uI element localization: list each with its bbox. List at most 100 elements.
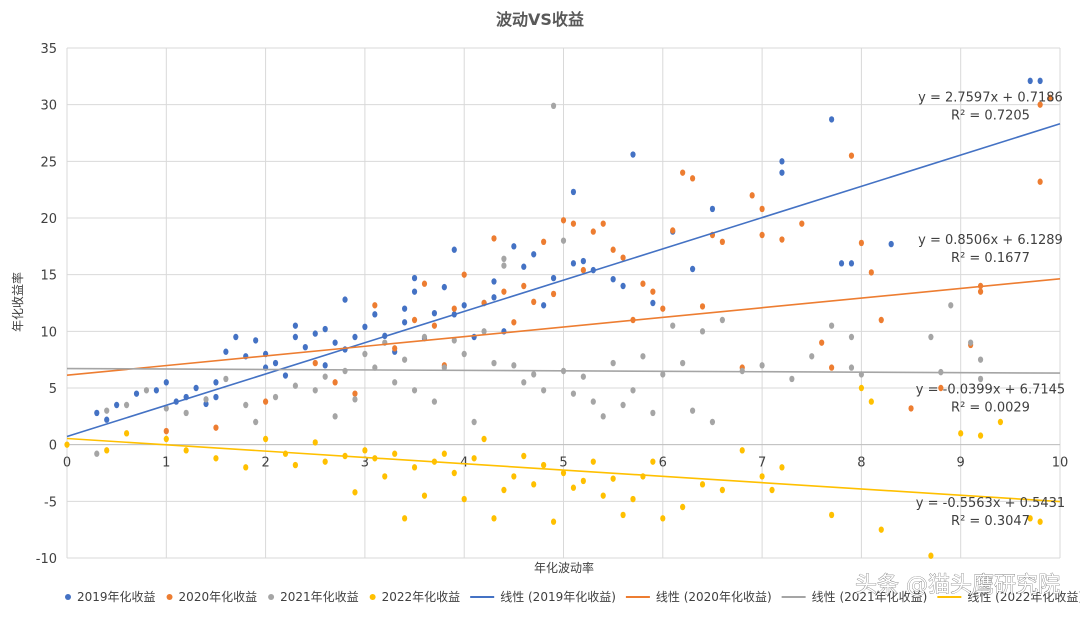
data-point (531, 298, 537, 306)
data-point (650, 409, 656, 417)
data-point (471, 455, 477, 462)
y-tick-label: 30 (40, 99, 57, 114)
x-tick-label: 9 (957, 456, 965, 471)
data-point (670, 227, 676, 234)
data-point (461, 495, 467, 503)
data-point (183, 409, 189, 417)
data-point (570, 188, 577, 196)
data-point (1037, 77, 1043, 85)
data-point (352, 396, 358, 403)
trendline-equation: y = -0.5563x + 0.5431 (916, 496, 1065, 511)
legend-label: 线性 (2022年化收益) (967, 590, 1080, 604)
data-point (590, 228, 596, 235)
data-point (253, 337, 259, 344)
data-point (977, 432, 984, 439)
data-point (848, 333, 855, 341)
data-point (431, 398, 438, 405)
y-tick-label: 10 (40, 325, 57, 340)
trendline-r2: R² = 0.7205 (951, 108, 1030, 123)
trendline-r2: R² = 0.0029 (951, 401, 1030, 416)
data-point (104, 407, 110, 414)
data-point (521, 452, 527, 460)
data-point (580, 373, 586, 380)
data-point (1037, 101, 1043, 108)
data-point (94, 409, 100, 417)
data-point (332, 379, 338, 386)
data-point (411, 464, 418, 471)
legend-label: 线性 (2019年化收益) (500, 590, 616, 604)
data-point (163, 379, 169, 386)
data-point (1037, 518, 1043, 525)
data-point (461, 302, 467, 309)
data-point (739, 447, 745, 454)
data-point (531, 481, 537, 488)
data-point (491, 278, 497, 285)
legend-label: 线性 (2020年化收益) (656, 590, 772, 604)
data-point (888, 240, 894, 248)
legend-label: 2019年化收益 (77, 590, 156, 604)
data-point (570, 390, 577, 397)
watermark-text: 头条 @猫头鹰研究院 (855, 573, 1060, 598)
data-point (570, 484, 577, 491)
legend-marker (369, 594, 376, 600)
data-point (223, 348, 229, 355)
data-point (590, 458, 596, 465)
trendline-r2: R² = 0.1677 (951, 251, 1030, 266)
data-point (322, 325, 328, 333)
data-point (322, 458, 328, 465)
y-tick-label: 0 (49, 439, 57, 454)
legend-label: 线性 (2021年化收益) (812, 590, 928, 604)
data-point (719, 486, 725, 494)
data-point (203, 400, 209, 408)
data-point (610, 246, 616, 253)
data-point (521, 379, 527, 386)
data-point (491, 515, 497, 522)
data-point (977, 375, 984, 383)
data-point (521, 282, 527, 290)
x-tick-label: 6 (659, 456, 667, 471)
trendline-equation: y = 0.8506x + 6.1289 (918, 233, 1063, 248)
x-tick-label: 8 (857, 456, 865, 471)
x-tick-label: 2 (261, 456, 269, 471)
data-point (848, 260, 855, 267)
data-point (501, 255, 507, 262)
y-tick-label: 35 (40, 42, 57, 57)
data-point (243, 464, 249, 471)
data-point (600, 220, 606, 227)
data-point (461, 350, 467, 358)
data-point (680, 169, 686, 176)
x-axis-label: 年化波动率 (534, 560, 594, 575)
data-point (829, 364, 835, 371)
data-point (779, 158, 785, 165)
data-point (858, 239, 865, 247)
data-point (630, 387, 636, 394)
data-point (421, 333, 428, 341)
data-point (878, 316, 884, 324)
data-point (322, 373, 328, 380)
data-point (123, 401, 130, 409)
data-point (1027, 515, 1033, 522)
data-point (362, 350, 368, 358)
data-point (143, 387, 150, 394)
data-point (421, 280, 428, 287)
data-point (402, 515, 408, 522)
data-point (511, 473, 517, 480)
data-point (312, 359, 318, 367)
data-point (392, 379, 398, 386)
data-point (948, 302, 954, 309)
x-tick-labels: 012345678910 (63, 456, 1068, 471)
data-point (431, 310, 438, 317)
data-point (670, 322, 676, 329)
data-point (759, 473, 765, 480)
legend-label: 2022年化收益 (382, 590, 461, 604)
data-point (531, 371, 537, 378)
data-point (213, 379, 219, 386)
data-point (282, 372, 289, 379)
data-point (183, 447, 189, 454)
data-point (660, 371, 666, 378)
data-point (253, 418, 259, 426)
data-point (699, 328, 706, 335)
data-point (521, 263, 527, 270)
